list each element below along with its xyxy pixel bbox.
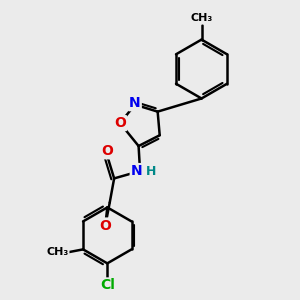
Text: CH₃: CH₃ bbox=[190, 14, 213, 23]
Text: CH₃: CH₃ bbox=[46, 247, 69, 257]
Text: O: O bbox=[99, 218, 111, 233]
Text: O: O bbox=[102, 144, 114, 158]
Text: N: N bbox=[129, 96, 141, 110]
Text: H: H bbox=[146, 164, 156, 178]
Text: N: N bbox=[131, 164, 142, 178]
Text: Cl: Cl bbox=[100, 278, 115, 292]
Text: O: O bbox=[114, 116, 126, 130]
